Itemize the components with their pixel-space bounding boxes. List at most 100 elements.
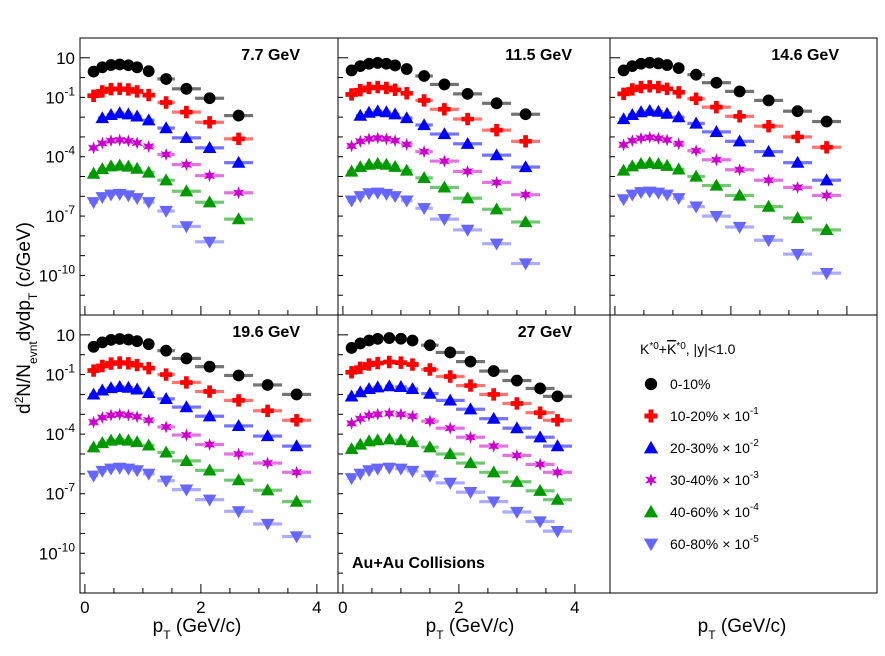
data-point	[354, 361, 367, 374]
legend-scale: × 10	[722, 408, 750, 424]
legend-entry: 10-20% × 10-1	[644, 406, 759, 424]
data-point	[551, 414, 564, 427]
y-tick-label: 10-1	[45, 84, 75, 107]
data-point	[389, 59, 401, 72]
data-point	[423, 440, 437, 453]
x-tick-label: 4	[570, 598, 579, 617]
data-point	[261, 379, 274, 391]
data-point	[86, 197, 101, 210]
legend-entry: 60-80% × 10-5	[643, 534, 759, 552]
series-10-20%	[87, 82, 254, 146]
y-tick-label-exponent: -10	[58, 540, 76, 554]
data-point	[202, 236, 217, 249]
y-tick-label-exponent: -1	[64, 84, 75, 98]
legend-exponent: -5	[750, 534, 759, 545]
data-point	[141, 386, 156, 398]
data-point	[142, 361, 155, 375]
data-point	[550, 526, 565, 538]
data-point	[486, 411, 501, 424]
data-point	[710, 76, 723, 89]
data-point	[179, 454, 194, 467]
data-point	[353, 191, 368, 204]
series-60-80%	[344, 187, 541, 271]
data-point	[130, 193, 144, 206]
y-tick-label-base: 10	[39, 544, 58, 563]
data-point	[464, 430, 477, 444]
data-point	[460, 136, 475, 149]
data-point	[732, 188, 747, 201]
data-point	[87, 65, 100, 78]
data-point	[353, 385, 368, 398]
data-point	[463, 402, 478, 415]
data-point	[710, 100, 723, 114]
data-point	[625, 189, 640, 202]
data-point	[179, 221, 194, 234]
data-point	[105, 134, 117, 148]
legend-label-text: 20-30%	[670, 440, 718, 456]
data-point	[203, 360, 216, 373]
data-point	[344, 164, 359, 177]
data-point	[634, 80, 648, 94]
data-point	[86, 387, 101, 400]
data-point	[626, 134, 638, 148]
data-point	[380, 81, 393, 95]
data-point	[388, 159, 402, 172]
series-0-10%	[617, 56, 842, 128]
data-point	[519, 135, 532, 148]
data-point	[159, 205, 173, 218]
data-point	[362, 81, 376, 95]
x-axis-title-part: T	[436, 628, 444, 642]
energy-label: 19.6 GeV	[232, 324, 300, 341]
data-point	[642, 103, 657, 116]
data-point	[290, 388, 303, 401]
data-point	[159, 392, 173, 404]
data-point	[130, 382, 144, 395]
data-point	[643, 56, 656, 69]
data-point	[372, 407, 384, 421]
data-point	[461, 87, 474, 100]
series-20-30%	[616, 103, 842, 186]
y-tick-label: 10-4	[45, 144, 75, 167]
data-point	[114, 407, 126, 421]
legend-label: 10-20% × 10-1	[670, 406, 759, 424]
data-point	[143, 139, 155, 153]
data-point	[510, 397, 524, 410]
data-point	[762, 94, 775, 107]
data-point	[791, 180, 804, 194]
data-point	[383, 355, 396, 369]
data-point	[642, 156, 657, 169]
data-point	[370, 156, 385, 169]
data-point	[202, 195, 217, 208]
data-point	[362, 465, 376, 478]
y-tick-label-base: 10	[39, 266, 58, 285]
legend-title-part: *0	[676, 341, 686, 352]
data-point	[437, 180, 452, 193]
data-point	[418, 70, 430, 82]
data-point	[487, 365, 500, 377]
data-point	[533, 430, 547, 443]
y-axis-title-part: dydp	[14, 300, 35, 341]
data-point	[122, 83, 135, 96]
data-point	[791, 105, 804, 118]
y-tick-label-exponent: -4	[64, 421, 75, 435]
x-axis-title-col2: pT (GeV/c)	[426, 616, 515, 642]
data-point	[652, 131, 665, 145]
data-point	[438, 103, 451, 116]
legend-marker	[643, 538, 659, 552]
series-40-60%	[616, 156, 842, 236]
y-tick-label-exponent: -7	[64, 203, 75, 217]
series-60-80%	[86, 462, 312, 544]
y-tick-label: 10-1	[45, 362, 75, 385]
data-point	[761, 199, 776, 212]
data-point	[232, 447, 245, 461]
y-tick-label-base: 10	[45, 148, 64, 167]
data-point	[399, 195, 414, 208]
data-point	[231, 155, 246, 168]
data-point	[673, 137, 685, 151]
series-0-10%	[345, 57, 541, 121]
legend-scale: × 10	[722, 504, 750, 520]
data-point	[131, 335, 143, 348]
legend-title-part: *0	[649, 341, 659, 352]
data-point	[105, 59, 117, 71]
data-point	[534, 382, 546, 395]
